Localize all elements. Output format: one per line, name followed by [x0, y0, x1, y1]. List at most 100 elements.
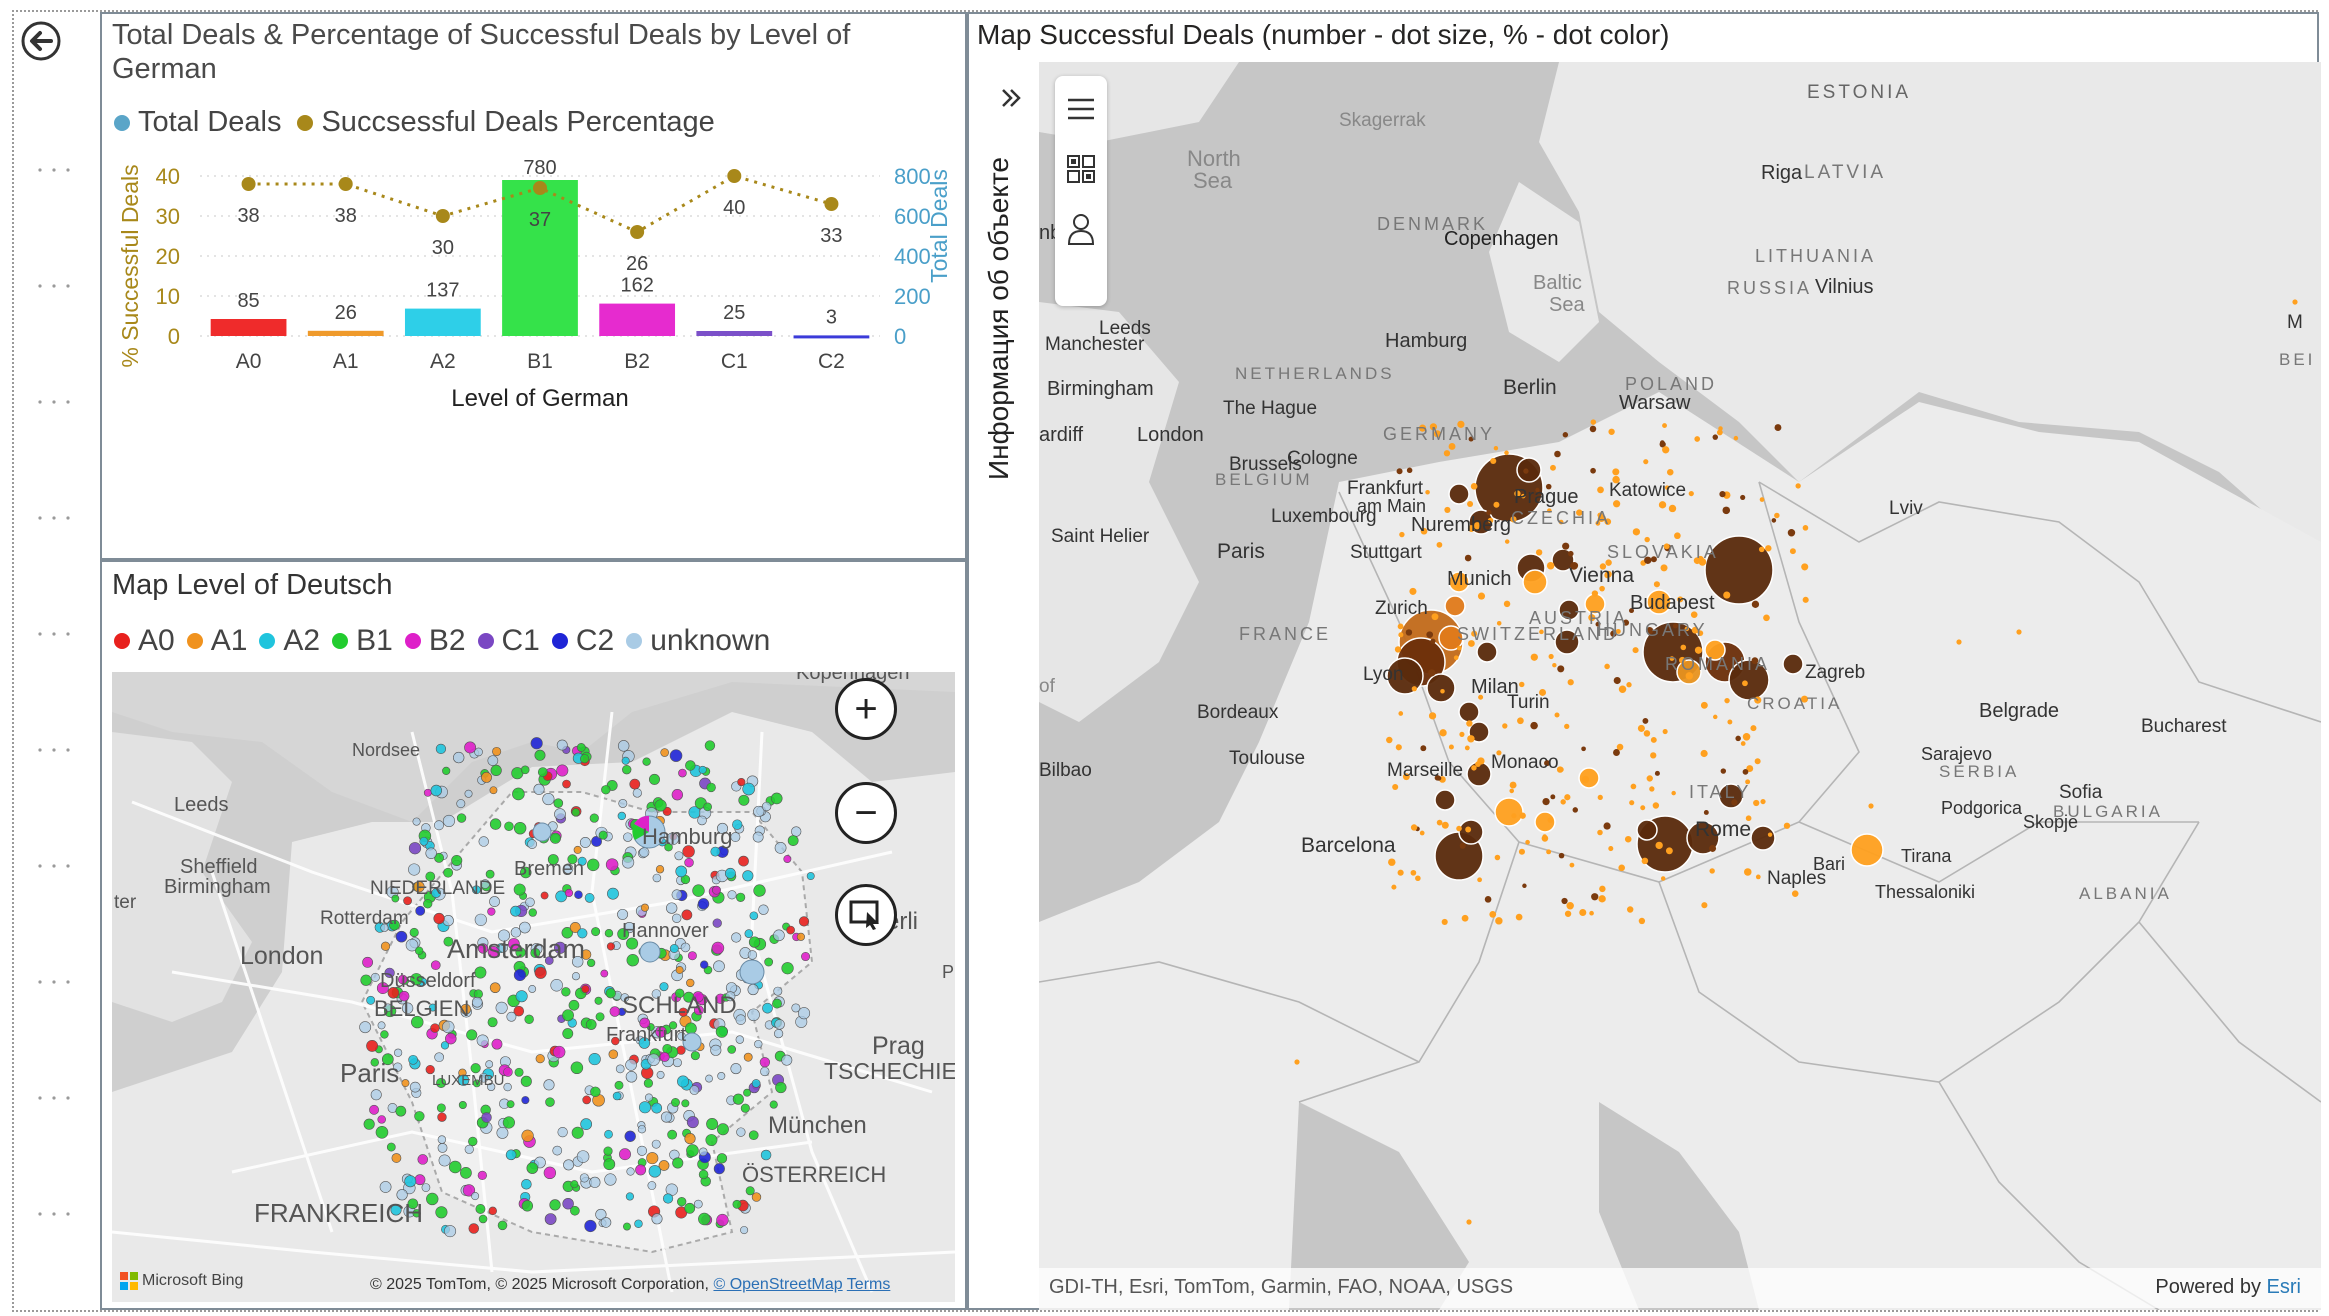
deal-point[interactable]: [1436, 541, 1443, 548]
deal-point[interactable]: [1701, 902, 1708, 909]
deal-point[interactable]: [1703, 810, 1709, 815]
level-point[interactable]: [642, 757, 651, 766]
level-point[interactable]: [414, 946, 424, 955]
level-point[interactable]: [697, 898, 710, 910]
level-point[interactable]: [489, 818, 502, 830]
level-point[interactable]: [727, 890, 737, 900]
level-point[interactable]: [781, 962, 794, 975]
level-point[interactable]: [634, 1219, 643, 1229]
level-point[interactable]: [752, 831, 764, 843]
level-point[interactable]: [571, 808, 580, 817]
level-point[interactable]: [774, 1028, 784, 1039]
level-legend-item-c1[interactable]: C1: [477, 624, 540, 658]
level-point[interactable]: [504, 821, 514, 832]
deal-point[interactable]: [1588, 614, 1596, 622]
deal-point[interactable]: [1653, 581, 1660, 588]
level-point[interactable]: [735, 892, 746, 902]
deal-point[interactable]: [1428, 712, 1437, 720]
bar[interactable]: [599, 303, 676, 336]
deal-point[interactable]: [1652, 802, 1660, 809]
osm-link[interactable]: © OpenStreetMap: [713, 1276, 843, 1293]
deal-bubble[interactable]: [1750, 825, 1776, 851]
level-point[interactable]: [387, 987, 400, 999]
deal-point[interactable]: [1750, 725, 1757, 732]
line-point[interactable]: [435, 209, 450, 223]
deal-point[interactable]: [1723, 591, 1731, 599]
deal-point[interactable]: [2292, 299, 2298, 305]
level-point[interactable]: [712, 918, 722, 928]
deal-point[interactable]: [1650, 736, 1657, 743]
level-point[interactable]: [436, 1077, 447, 1088]
level-point[interactable]: [706, 782, 716, 793]
level-point[interactable]: [735, 1035, 745, 1044]
deal-point[interactable]: [1742, 769, 1749, 775]
deal-point[interactable]: [1660, 876, 1666, 881]
level-point[interactable]: [474, 966, 487, 979]
level-point[interactable]: [476, 1034, 489, 1047]
level-point[interactable]: [423, 788, 432, 797]
deal-point[interactable]: [1742, 733, 1751, 741]
level-point[interactable]: [786, 925, 795, 935]
deal-point[interactable]: [1722, 506, 1731, 515]
level-point[interactable]: [801, 952, 811, 962]
level-point[interactable]: [383, 1003, 393, 1012]
level-point[interactable]: [521, 1096, 530, 1105]
level-point[interactable]: [594, 996, 603, 1005]
level-point[interactable]: [743, 1052, 753, 1062]
level-point[interactable]: [426, 1192, 439, 1206]
deal-point[interactable]: [1630, 783, 1637, 790]
deal-point[interactable]: [1774, 512, 1780, 519]
level-point[interactable]: [744, 929, 754, 938]
level-point[interactable]: [658, 1160, 670, 1171]
level-point[interactable]: [556, 739, 568, 751]
deal-bubble[interactable]: [1704, 535, 1774, 605]
deal-point[interactable]: [1535, 549, 1543, 556]
level-point[interactable]: [580, 949, 592, 960]
level-point[interactable]: [396, 1189, 408, 1201]
deal-point[interactable]: [1569, 862, 1575, 868]
level-point[interactable]: [730, 832, 741, 842]
deal-point[interactable]: [1613, 749, 1620, 756]
line-point[interactable]: [630, 225, 645, 239]
bar[interactable]: [793, 335, 870, 339]
level-point[interactable]: [638, 1101, 652, 1114]
deal-point[interactable]: [1547, 817, 1554, 823]
level-point[interactable]: [440, 1041, 450, 1050]
deal-point[interactable]: [1456, 825, 1462, 832]
level-point[interactable]: [525, 897, 535, 907]
deal-bubble[interactable]: [1438, 625, 1464, 651]
level-point[interactable]: [577, 856, 587, 866]
level-point[interactable]: [606, 942, 615, 951]
deal-point[interactable]: [1725, 492, 1730, 497]
level-point[interactable]: [563, 863, 574, 874]
level-point[interactable]: [614, 1080, 624, 1090]
deal-point[interactable]: [1457, 645, 1462, 651]
level-point[interactable]: [521, 1178, 532, 1190]
level-point[interactable]: [380, 923, 389, 932]
level-point[interactable]: [773, 929, 785, 942]
deal-point[interactable]: [1443, 450, 1451, 457]
level-point[interactable]: [693, 1199, 703, 1209]
deal-point[interactable]: [1550, 464, 1556, 471]
level-point[interactable]: [600, 969, 609, 978]
level-point[interactable]: [732, 1093, 744, 1105]
esri-link[interactable]: Esri: [2266, 1276, 2301, 1298]
level-point[interactable]: [478, 1073, 489, 1083]
level-point[interactable]: [772, 998, 782, 1009]
deal-point[interactable]: [1697, 630, 1704, 636]
level-point[interactable]: [477, 1170, 487, 1180]
level-point[interactable]: [648, 773, 660, 785]
level-point[interactable]: [687, 951, 697, 961]
level-point[interactable]: [736, 1127, 746, 1137]
level-point[interactable]: [742, 870, 754, 882]
level-point[interactable]: [716, 1153, 728, 1164]
deal-point[interactable]: [1496, 620, 1502, 626]
level-point[interactable]: [478, 836, 489, 847]
level-point[interactable]: [618, 798, 628, 808]
level-point[interactable]: [434, 820, 444, 831]
deal-point[interactable]: [1640, 805, 1646, 811]
deal-point[interactable]: [1571, 562, 1579, 570]
level-point[interactable]: [713, 1163, 725, 1175]
deal-point[interactable]: [1700, 749, 1708, 758]
deal-point[interactable]: [1612, 500, 1621, 508]
